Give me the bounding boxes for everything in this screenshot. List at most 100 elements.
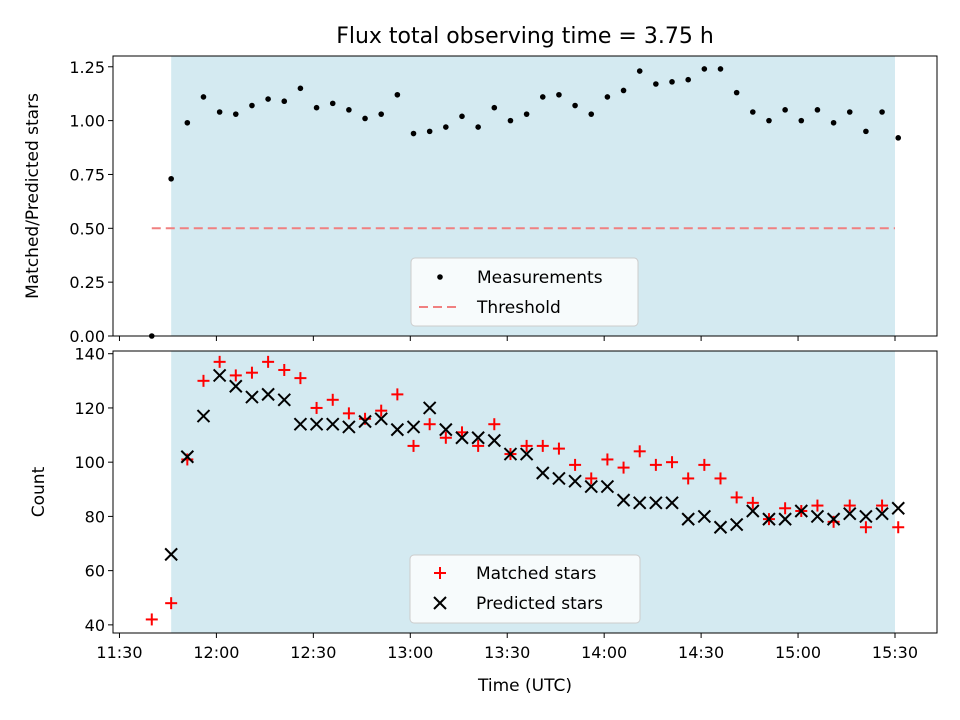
measurement-point bbox=[184, 119, 191, 126]
measurement-point bbox=[636, 68, 643, 74]
predicted-star-marker-b bbox=[406, 420, 421, 434]
x-tick-label: 15:00 bbox=[775, 643, 821, 662]
predicted-star-point bbox=[471, 431, 485, 445]
predicted-star-point bbox=[681, 512, 695, 526]
measurement-point bbox=[475, 124, 481, 130]
matched-star-point bbox=[552, 442, 565, 455]
matched-star-point bbox=[666, 456, 679, 469]
predicted-star-point bbox=[293, 417, 308, 431]
bottom-legend: Matched stars Predicted stars bbox=[409, 554, 641, 624]
y-tick-label: 0.00 bbox=[69, 327, 105, 346]
predicted-star-point bbox=[843, 506, 857, 521]
measurement-point bbox=[426, 128, 433, 135]
predicted-star-marker-b bbox=[552, 471, 566, 486]
y-tick-label: 80 bbox=[85, 507, 105, 526]
measurement-point bbox=[394, 91, 401, 98]
measurement-point bbox=[766, 117, 772, 124]
matched-star-point bbox=[682, 472, 695, 485]
measurement-point bbox=[523, 111, 530, 117]
predicted-star-point bbox=[406, 420, 421, 434]
predicted-star-point bbox=[390, 422, 405, 437]
x-tick-label: 12:00 bbox=[193, 643, 239, 662]
predicted-star-point bbox=[374, 412, 388, 426]
matched-star-point bbox=[698, 458, 711, 471]
legend-measurements-marker bbox=[437, 274, 443, 280]
x-tick-label: 13:00 bbox=[387, 643, 433, 662]
measurement-point bbox=[895, 135, 902, 141]
y-tick-label: 60 bbox=[85, 562, 105, 581]
y-tick-label: 1.25 bbox=[69, 58, 105, 77]
chart-title: Flux total observing time = 3.75 h bbox=[336, 24, 714, 49]
x-tick-label: 12:30 bbox=[290, 643, 336, 662]
y-tick-label: 0.75 bbox=[69, 165, 105, 184]
matched-star-point bbox=[585, 472, 598, 485]
measurement-point bbox=[168, 175, 174, 182]
measurement-point bbox=[362, 115, 368, 122]
matched-star-point bbox=[310, 401, 323, 414]
matched-star-point bbox=[488, 418, 501, 431]
matched-star-point bbox=[197, 374, 210, 387]
predicted-star-marker-b bbox=[261, 387, 275, 402]
measurement-point bbox=[491, 104, 498, 111]
matched-star-point bbox=[407, 439, 420, 452]
predicted-star-point bbox=[180, 450, 195, 464]
measurement-point bbox=[879, 109, 885, 115]
predicted-star-marker-b bbox=[536, 466, 550, 480]
matched-star-point bbox=[892, 521, 905, 534]
x-tick-label: 11:30 bbox=[96, 643, 142, 662]
predicted-star-marker-b bbox=[326, 417, 340, 431]
y-tick-label: 40 bbox=[85, 616, 105, 635]
matched-star-point bbox=[649, 458, 662, 471]
predicted-star-marker-b bbox=[245, 390, 259, 404]
predicted-star-point bbox=[859, 509, 873, 524]
y-tick-label: 0.50 bbox=[69, 219, 105, 238]
predicted-star-point bbox=[326, 417, 340, 431]
bottom-y-axis-ticks: 40 60 80 100 120 140 bbox=[74, 345, 113, 635]
matched-star-point bbox=[811, 499, 824, 512]
matched-star-point bbox=[213, 355, 226, 368]
matched-star-point bbox=[375, 404, 388, 417]
matched-star-point bbox=[342, 407, 355, 420]
predicted-star-marker-b bbox=[713, 520, 728, 534]
predicted-star-marker-b bbox=[778, 512, 792, 526]
measurement-point bbox=[814, 107, 821, 113]
top-plot-frame bbox=[112, 55, 938, 337]
measurement-point bbox=[685, 76, 691, 83]
predicted-star-point bbox=[600, 479, 615, 494]
measurement-point bbox=[750, 109, 756, 115]
predicted-star-marker-b bbox=[568, 474, 582, 488]
top-y-axis-ticks: 0.00 0.25 0.50 0.75 1.00 1.25 bbox=[69, 58, 113, 346]
predicted-star-point bbox=[196, 409, 211, 423]
measurement-point bbox=[346, 107, 352, 113]
predicted-star-marker-b bbox=[875, 506, 889, 521]
bottom-x-axis-ticks: 11:30 12:00 12:30 13:00 13:30 14:00 14:30 15:00… bbox=[96, 633, 918, 662]
predicted-star-marker-b bbox=[212, 368, 227, 383]
measurement-point bbox=[265, 96, 271, 102]
predicted-star-marker-b bbox=[665, 496, 679, 510]
measurement-point bbox=[863, 128, 869, 135]
predicted-star-marker-b bbox=[600, 479, 615, 494]
matched-star-point bbox=[746, 496, 759, 509]
predicted-star-marker-b bbox=[196, 409, 211, 423]
predicted-star-marker-b bbox=[633, 496, 647, 510]
predicted-star-marker-b bbox=[584, 479, 598, 494]
matched-star-point bbox=[843, 499, 856, 512]
predicted-star-point bbox=[584, 479, 598, 494]
measurement-point bbox=[572, 102, 578, 109]
y-tick-label: 1.00 bbox=[69, 112, 105, 131]
predicted-star-marker-b bbox=[729, 517, 744, 532]
matched-star-point bbox=[859, 521, 872, 534]
top-legend: Measurements Threshold bbox=[410, 257, 639, 327]
matched-star-point bbox=[326, 393, 339, 406]
predicted-star-point bbox=[746, 504, 760, 518]
predicted-star-marker-b bbox=[519, 447, 534, 461]
matched-star-point bbox=[876, 499, 889, 512]
predicted-star-marker-b bbox=[649, 496, 663, 510]
measurement-point bbox=[216, 109, 223, 115]
matched-star-point bbox=[520, 439, 533, 452]
predicted-star-point bbox=[342, 420, 356, 434]
predicted-star-point bbox=[277, 393, 291, 407]
measurement-point bbox=[200, 94, 207, 100]
measurement-point bbox=[539, 94, 546, 100]
